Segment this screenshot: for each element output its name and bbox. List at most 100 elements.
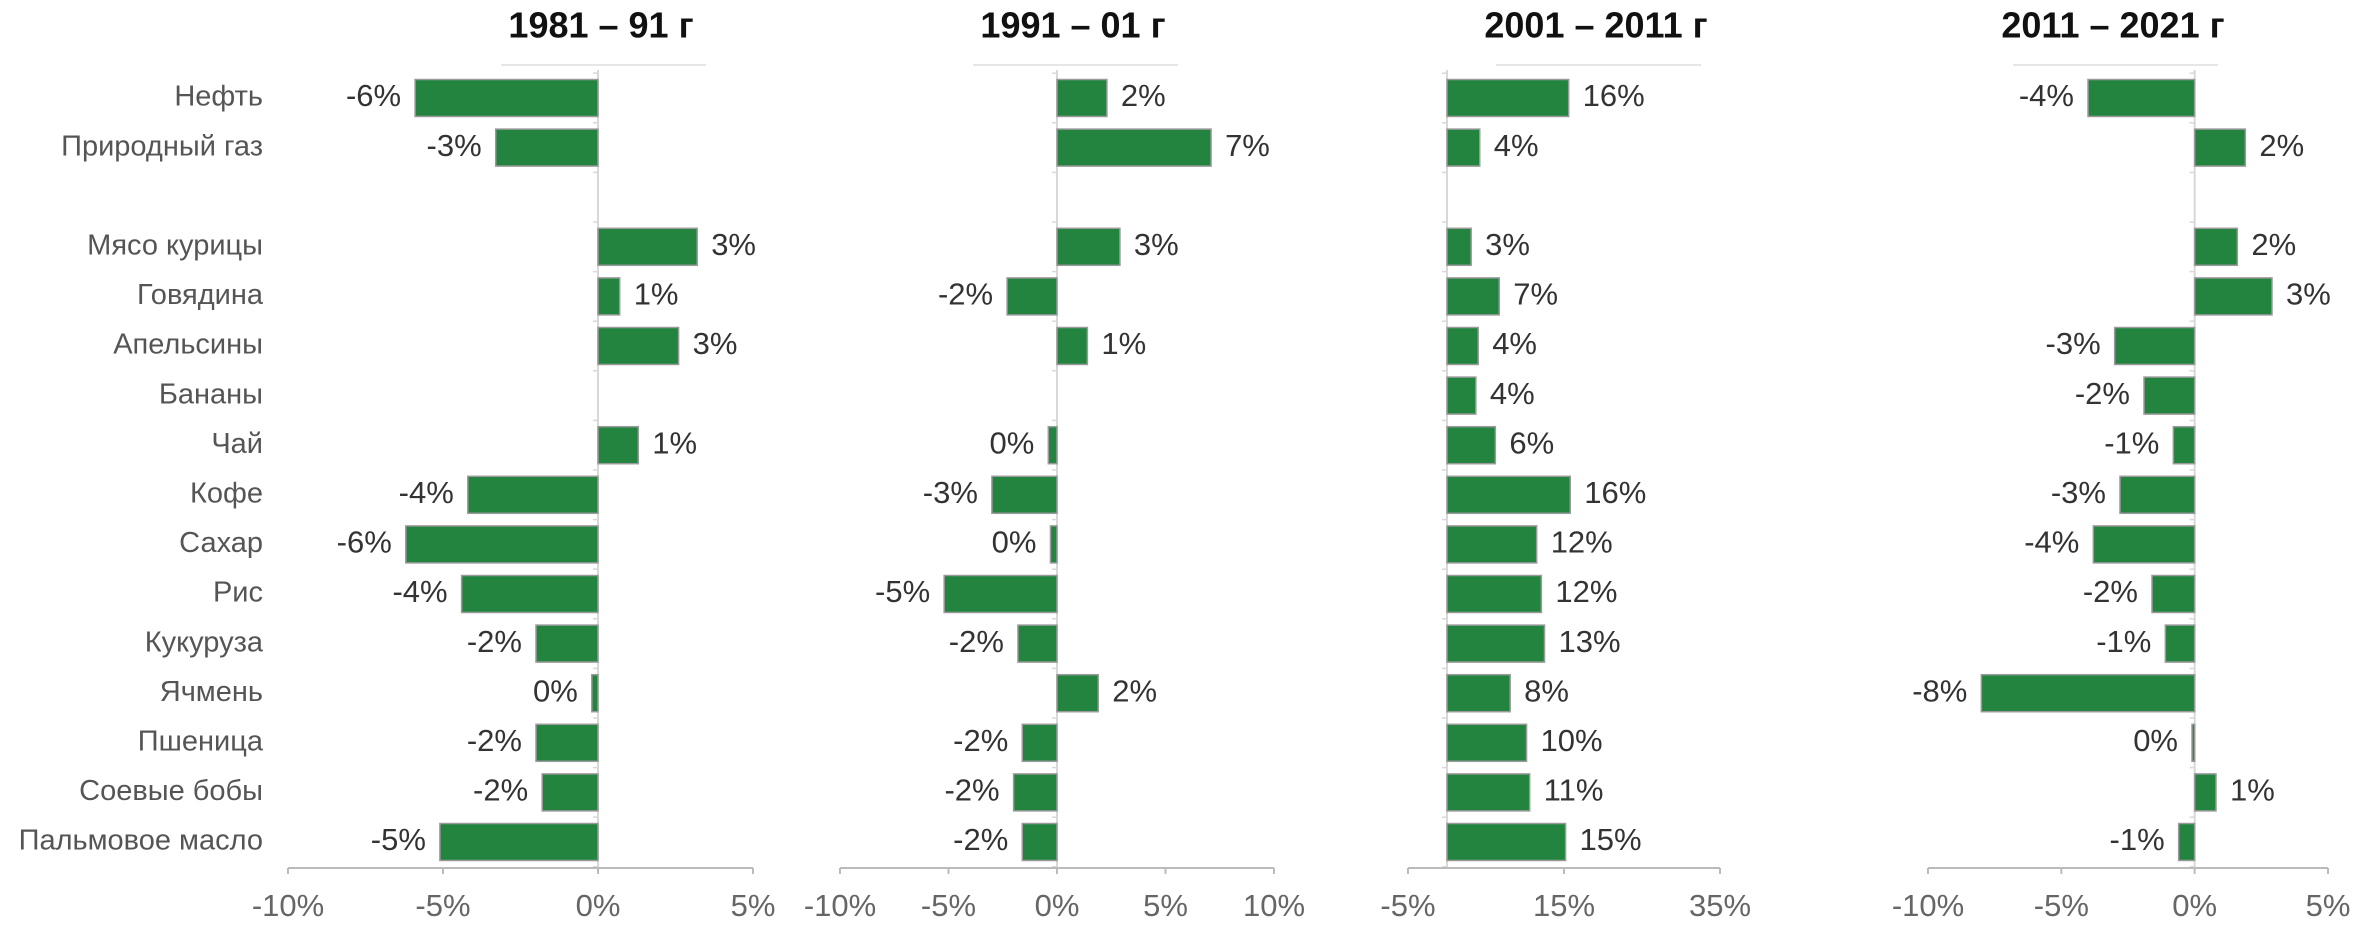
category-label: Рис <box>213 577 263 609</box>
bar <box>1446 227 1472 267</box>
x-tick-label: 0% <box>1035 888 1080 923</box>
value-label: 2% <box>1121 78 1166 113</box>
value-label: 0% <box>992 525 1037 560</box>
bar <box>597 277 621 316</box>
x-tick-label: -10% <box>252 888 324 923</box>
bar <box>1446 326 1479 366</box>
bar <box>2193 277 2273 316</box>
bar <box>1446 425 1497 465</box>
bar <box>535 624 599 663</box>
value-label: 1% <box>634 277 679 312</box>
value-label: -3% <box>2046 326 2101 361</box>
x-tick-label: -10% <box>1892 888 1964 923</box>
bar <box>1021 723 1058 763</box>
value-label: -6% <box>346 78 401 113</box>
bar <box>2119 475 2196 515</box>
value-label: -8% <box>1912 673 1967 708</box>
bar <box>1446 673 1511 713</box>
bar <box>2087 78 2196 118</box>
value-label: -4% <box>392 574 447 609</box>
bar <box>1056 78 1108 118</box>
category-label: Сахар <box>179 527 263 559</box>
value-label: 3% <box>711 227 756 262</box>
value-label: 0% <box>2133 723 2178 758</box>
bar <box>2172 425 2196 465</box>
value-label: -3% <box>427 128 482 163</box>
value-label: 16% <box>1584 475 1646 510</box>
chart-title: 2011 – 2021 г <box>2001 5 2224 46</box>
bar <box>439 822 599 862</box>
bar <box>1446 475 1571 515</box>
value-label: 0% <box>533 673 578 708</box>
value-label: 3% <box>693 326 738 361</box>
bar <box>1047 425 1058 465</box>
value-label: 3% <box>2286 277 2331 312</box>
value-label: -6% <box>337 525 392 560</box>
bar <box>2193 227 2239 267</box>
value-label: 4% <box>1490 376 1535 411</box>
x-tick-label: 0% <box>2172 888 2217 923</box>
x-tick-label: 10% <box>1243 888 1305 923</box>
value-label: -1% <box>2096 624 2151 659</box>
bar <box>2143 376 2196 415</box>
chart-title: 1981 – 91 г <box>508 5 693 46</box>
value-label: 1% <box>652 425 697 460</box>
bar <box>494 128 599 167</box>
bar <box>991 475 1058 515</box>
category-label: Кукуруза <box>145 626 264 658</box>
value-label: -3% <box>923 475 978 510</box>
bar <box>1446 822 1567 862</box>
x-tick-label: 0% <box>576 888 621 923</box>
category-label: Соевые бобы <box>79 775 263 807</box>
category-label: Природный газ <box>61 130 263 162</box>
value-label: 8% <box>1524 673 1569 708</box>
x-tick-label: -10% <box>804 888 876 923</box>
bar <box>597 227 698 267</box>
bar <box>1017 624 1058 663</box>
value-label: 7% <box>1225 128 1270 163</box>
x-tick-label: 35% <box>1689 888 1751 923</box>
chart-title: 2001 – 2011 г <box>1484 5 1707 46</box>
value-label: -3% <box>2051 475 2106 510</box>
bar <box>1446 773 1531 812</box>
category-label: Апельсины <box>113 329 263 361</box>
bar <box>1446 277 1501 316</box>
value-label: -2% <box>944 773 999 808</box>
value-label: -2% <box>2083 574 2138 609</box>
value-label: -1% <box>2110 822 2165 857</box>
value-label: 2% <box>1112 673 1157 708</box>
x-tick-label: -5% <box>2034 888 2089 923</box>
category-label: Ячмень <box>160 676 263 708</box>
value-label: 16% <box>1583 78 1645 113</box>
bar <box>2191 723 2196 763</box>
bar <box>405 525 599 564</box>
value-label: 2% <box>2259 128 2304 163</box>
value-label: -2% <box>949 624 1004 659</box>
bar <box>1049 525 1058 564</box>
value-label: 12% <box>1555 574 1617 609</box>
bar <box>541 773 599 812</box>
bar <box>535 723 599 763</box>
bar <box>1446 624 1546 663</box>
value-label: 4% <box>1494 128 1539 163</box>
bar <box>1446 78 1570 118</box>
category-label: Бананы <box>159 378 263 410</box>
value-label: 3% <box>1134 227 1179 262</box>
bar <box>2092 525 2196 564</box>
bar <box>1446 376 1477 415</box>
value-label: 11% <box>1544 773 1604 808</box>
bar <box>591 673 599 713</box>
bar <box>2113 326 2196 366</box>
category-label: Чай <box>211 428 263 460</box>
category-label: Пшеница <box>138 725 264 757</box>
value-label: 2% <box>2251 227 2296 262</box>
x-tick-label: -5% <box>415 888 470 923</box>
bar <box>1056 227 1121 267</box>
bar <box>2177 822 2196 862</box>
bar <box>1446 723 1528 763</box>
value-label: -5% <box>371 822 426 857</box>
value-label: 0% <box>990 425 1035 460</box>
value-label: -2% <box>953 822 1008 857</box>
value-label: -4% <box>2024 525 2079 560</box>
